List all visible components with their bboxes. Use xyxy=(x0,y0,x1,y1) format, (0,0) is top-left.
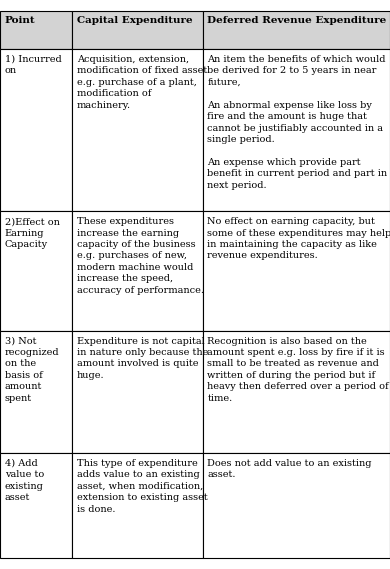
Bar xyxy=(203,453,390,558)
Bar xyxy=(0,212,72,331)
Text: Does not add value to an existing
asset.: Does not add value to an existing asset. xyxy=(207,459,372,479)
Text: An item the benefits of which would
be derived for 2 to 5 years in near
future,
: An item the benefits of which would be d… xyxy=(207,55,388,190)
Bar xyxy=(0,11,72,50)
Text: No effect on earning capacity, but
some of these expenditures may help
in mainta: No effect on earning capacity, but some … xyxy=(207,217,390,261)
Bar xyxy=(72,50,203,212)
Bar xyxy=(0,331,72,453)
Bar xyxy=(203,331,390,453)
Bar xyxy=(203,50,390,212)
Text: Deferred Revenue Expenditure: Deferred Revenue Expenditure xyxy=(207,17,387,25)
Text: Recognition is also based on the
amount spent e.g. loss by fire if it is
small t: Recognition is also based on the amount … xyxy=(207,337,389,403)
Bar xyxy=(72,11,203,50)
Text: 4) Add
value to
existing
asset: 4) Add value to existing asset xyxy=(5,459,44,502)
Bar xyxy=(203,11,390,50)
Text: These expenditures
increase the earning
capacity of the business
e.g. purchases : These expenditures increase the earning … xyxy=(77,217,204,295)
Bar xyxy=(0,453,72,558)
Text: 1) Incurred
on: 1) Incurred on xyxy=(5,55,62,75)
Bar xyxy=(72,331,203,453)
Text: 3) Not
recognized
on the
basis of
amount
spent: 3) Not recognized on the basis of amount… xyxy=(5,337,59,403)
Text: This type of expenditure
adds value to an existing
asset, when modification,
ext: This type of expenditure adds value to a… xyxy=(77,459,207,514)
Bar xyxy=(0,50,72,212)
Bar xyxy=(203,212,390,331)
Text: 2)Effect on
Earning
Capacity: 2)Effect on Earning Capacity xyxy=(5,217,60,249)
Text: Acquisition, extension,
modification of fixed asset
e.g. purchase of a plant,
mo: Acquisition, extension, modification of … xyxy=(77,55,207,110)
Text: Capital Expenditure: Capital Expenditure xyxy=(77,17,192,25)
Bar xyxy=(72,212,203,331)
Bar xyxy=(72,453,203,558)
Text: Point: Point xyxy=(5,17,35,25)
Text: Expenditure is not capital
in nature only because the
amount involved is quite
h: Expenditure is not capital in nature onl… xyxy=(77,337,208,380)
